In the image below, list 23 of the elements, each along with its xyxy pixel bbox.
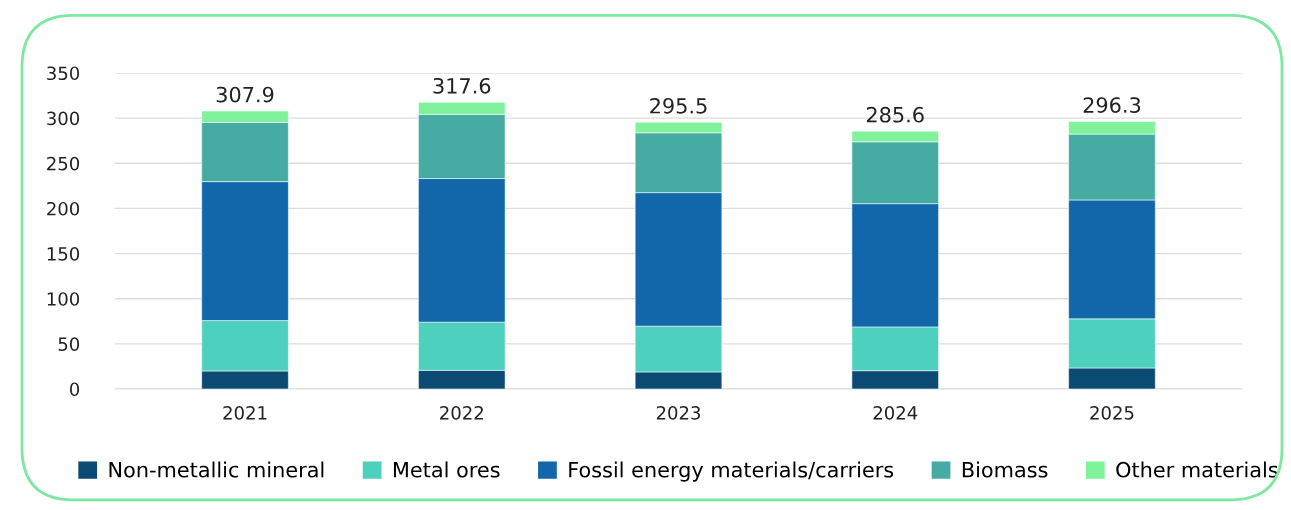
y-tick-label: 350: [47, 66, 80, 81]
y-tick-label: 50: [58, 337, 80, 351]
x-tick-label: 2024: [873, 405, 918, 420]
y-tick-label: 0: [69, 382, 80, 397]
y-tick-label: 150: [47, 247, 80, 261]
legend-label: Other materials: [1116, 461, 1278, 478]
total-label: 307.9: [216, 86, 274, 103]
x-tick-label: 2021: [223, 405, 267, 420]
legend-label: Biomass: [962, 461, 1048, 478]
y-tick-label: 250: [47, 156, 80, 171]
legend-label: Non-metallic mineral: [109, 461, 324, 478]
x-tick-label: 2022: [440, 405, 483, 420]
x-tick-label: 2025: [1090, 405, 1134, 420]
y-tick-label: 300: [47, 111, 80, 126]
legend-label: Fossil energy materials/carriers: [569, 461, 894, 482]
total-label: 295.5: [650, 97, 707, 114]
total-label: 296.3: [1083, 97, 1141, 113]
y-tick-label: 200: [47, 201, 80, 216]
total-label: 285.6: [866, 106, 924, 123]
x-tick-label: 2023: [656, 405, 701, 420]
legend-label: Metal ores: [393, 461, 500, 478]
y-tick-label: 100: [47, 292, 80, 306]
total-label: 317.6: [433, 77, 491, 94]
